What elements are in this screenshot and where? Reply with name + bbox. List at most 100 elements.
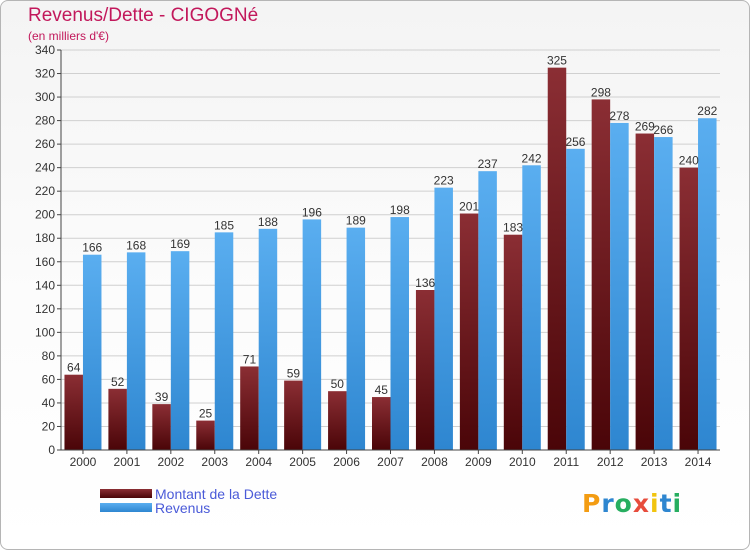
data-label-revenus: 169 [170, 237, 190, 251]
bar-revenus-2001 [126, 252, 146, 450]
y-tick-label: 160 [35, 255, 55, 269]
bar-dette-2011 [547, 67, 567, 450]
bar-revenus-2014 [698, 118, 717, 450]
bar-dette-2005 [284, 380, 303, 450]
data-label-dette: 325 [547, 54, 567, 68]
bar-dette-2010 [503, 234, 523, 450]
x-tick-label: 2013 [641, 455, 668, 469]
legend-label-dette: Montant de la Dette [155, 486, 278, 502]
x-axis-ticks: 2000 2001 2002 2003 2004 2005 2006 2007 2008 2009… [70, 450, 712, 469]
bar-revenus-2010 [522, 165, 541, 450]
data-labels: 64 166 52 168 39 169 25 185 71 188 59 196 50 189 45 198… [67, 54, 718, 421]
bar-revenus-2002 [170, 251, 190, 450]
bar-dette-2014 [679, 167, 699, 450]
bar-revenus-2004 [258, 228, 278, 450]
data-label-dette: 201 [459, 200, 479, 214]
chart-title: Revenus/Dette - CIGOGNé [28, 5, 259, 26]
y-tick-label: 340 [35, 43, 55, 57]
legend-swatch-dette [100, 489, 152, 498]
logo-letter: o [614, 489, 633, 518]
data-label-revenus: 278 [609, 109, 629, 123]
y-tick-label: 60 [42, 372, 56, 386]
proxiti-logo: Proxiti [582, 489, 682, 518]
logo-letter: i [650, 489, 660, 518]
y-tick-label: 280 [35, 114, 55, 128]
x-tick-label: 2014 [685, 455, 712, 469]
data-label-dette: 71 [243, 352, 257, 366]
x-tick-label: 2000 [70, 455, 97, 469]
bar-revenus-2006 [346, 227, 366, 450]
legend-swatch-revenus [100, 503, 152, 512]
data-label-dette: 183 [503, 221, 523, 235]
bar-revenus-2013 [654, 137, 673, 450]
data-label-dette: 45 [375, 383, 389, 397]
y-axis-ticks: 0 20 40 60 80 100 120 140 160 180 200 220 240 260 280 3… [35, 43, 61, 457]
y-tick-label: 120 [35, 302, 55, 316]
bar-dette-2008 [415, 290, 435, 450]
x-tick-label: 2006 [333, 455, 360, 469]
data-label-revenus: 166 [82, 241, 102, 255]
y-tick-label: 240 [35, 161, 55, 175]
logo-letter: i [672, 489, 683, 518]
bar-dette-2007 [372, 397, 391, 450]
x-tick-label: 2002 [157, 455, 184, 469]
data-label-revenus: 237 [478, 157, 498, 171]
y-tick-label: 200 [35, 208, 55, 222]
bar-revenus-2003 [214, 232, 234, 450]
data-label-revenus: 242 [522, 151, 542, 165]
data-label-revenus: 256 [565, 135, 585, 149]
bar-dette-2006 [328, 391, 347, 450]
data-label-revenus: 223 [434, 174, 454, 188]
bar-dette-2002 [152, 404, 171, 450]
data-label-dette: 25 [199, 407, 213, 421]
bar-revenus-2008 [434, 187, 453, 450]
x-tick-label: 2012 [597, 455, 624, 469]
bar-revenus-2012 [610, 122, 629, 451]
y-tick-label: 100 [35, 325, 55, 339]
y-tick-label: 260 [35, 137, 55, 151]
data-label-revenus: 198 [390, 203, 410, 217]
y-tick-label: 0 [48, 443, 55, 457]
bar-dette-2013 [635, 133, 655, 450]
logo-letter: x [632, 489, 650, 518]
bar-dette-2003 [196, 420, 215, 450]
data-label-revenus: 168 [126, 238, 146, 252]
data-label-dette: 269 [635, 120, 655, 134]
data-label-revenus: 266 [653, 123, 673, 137]
x-tick-label: 2008 [421, 455, 448, 469]
data-label-dette: 59 [287, 367, 301, 381]
data-label-revenus: 282 [697, 104, 717, 118]
bar-revenus-2000 [82, 254, 102, 450]
bars [64, 67, 717, 451]
legend-label-revenus: Revenus [155, 500, 211, 516]
data-label-dette: 50 [331, 377, 345, 391]
data-label-dette: 240 [679, 154, 699, 168]
y-tick-label: 300 [35, 90, 55, 104]
bar-revenus-2009 [478, 171, 497, 451]
data-label-dette: 136 [415, 276, 435, 290]
y-tick-label: 20 [42, 419, 56, 433]
axes [60, 50, 720, 451]
data-label-dette: 298 [591, 85, 611, 99]
x-tick-label: 2011 [553, 455, 579, 469]
data-label-dette: 64 [67, 361, 81, 375]
data-label-dette: 39 [155, 390, 169, 404]
x-tick-label: 2010 [509, 455, 536, 469]
bar-revenus-2005 [302, 219, 322, 450]
y-tick-label: 320 [35, 67, 55, 81]
data-label-revenus: 189 [346, 214, 366, 228]
bar-dette-2009 [459, 213, 479, 450]
data-label-revenus: 196 [302, 205, 322, 219]
x-tick-label: 2003 [201, 455, 228, 469]
y-tick-label: 220 [35, 184, 55, 198]
logo-letter: t [659, 489, 673, 518]
x-tick-label: 2007 [377, 455, 404, 469]
bar-revenus-2011 [566, 148, 585, 450]
bar-dette-2000 [64, 374, 83, 450]
chart-subtitle: (en milliers d'€) [28, 29, 109, 43]
x-tick-label: 2004 [245, 455, 272, 469]
logo-letter: r [601, 489, 615, 518]
y-tick-label: 40 [42, 396, 56, 410]
logo-letter: P [582, 489, 602, 518]
